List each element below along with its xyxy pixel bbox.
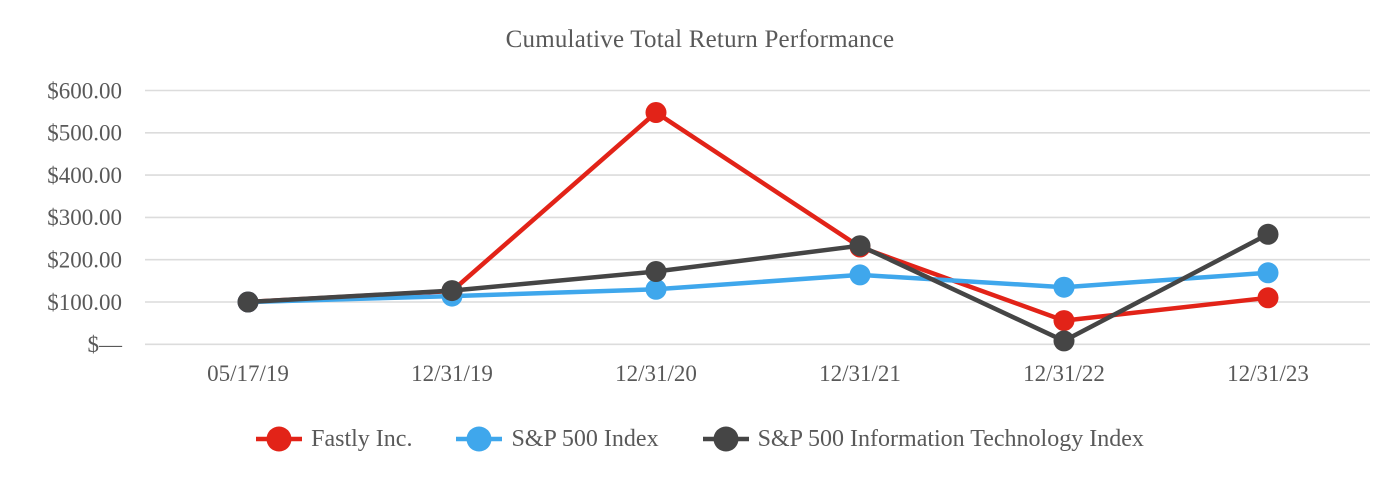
legend: Fastly Inc. S&P 500 Index S&P 500 Informat… (0, 424, 1400, 454)
data-point-s-p-500-information-technology-index (1053, 330, 1075, 352)
data-point-s-p-500-information-technology-index (441, 280, 463, 302)
legend-marker-icon (456, 426, 503, 452)
legend-label: S&P 500 Information Technology Index (757, 425, 1144, 452)
data-point-fastly-inc (1257, 287, 1279, 309)
y-tick-label: $300.00 (47, 205, 122, 230)
x-tick-label: 12/31/22 (1023, 361, 1105, 386)
legend-label: S&P 500 Index (511, 425, 659, 452)
legend-label: Fastly Inc. (311, 425, 413, 452)
x-tick-label: 12/31/23 (1227, 361, 1309, 386)
y-tick-label: $— (88, 332, 124, 357)
y-tick-label: $100.00 (47, 290, 122, 315)
data-point-s-p-500-index (1053, 276, 1075, 298)
series-line-fastly-inc (247, 110, 1269, 323)
data-point-s-p-500-index (645, 278, 667, 300)
data-point-s-p-500-information-technology-index (1257, 223, 1279, 245)
series-line-s-p-500-index (247, 270, 1269, 305)
legend-item-s-p-500-index: S&P 500 Index (456, 424, 659, 454)
legend-item-s-p-500-information-technology-index: S&P 500 Information Technology Index (702, 424, 1144, 454)
y-tick-label: $400.00 (47, 163, 122, 188)
data-point-s-p-500-information-technology-index (237, 291, 259, 313)
y-tick-label: $500.00 (47, 121, 122, 146)
data-point-s-p-500-information-technology-index (849, 235, 871, 257)
series-line-s-p-500-information-technology-index (247, 232, 1270, 344)
data-point-fastly-inc (1053, 310, 1075, 332)
x-tick-label: 12/31/19 (411, 361, 493, 386)
legend-marker-icon (702, 426, 749, 452)
y-tick-label: $200.00 (47, 248, 122, 273)
data-point-s-p-500-information-technology-index (645, 261, 667, 282)
y-tick-label: $600.00 (47, 78, 122, 103)
chart-title: Cumulative Total Return Performance (505, 26, 895, 53)
data-point-s-p-500-index (1257, 262, 1279, 284)
x-tick-label: 05/17/19 (207, 361, 289, 386)
x-tick-label: 12/31/21 (819, 361, 901, 386)
data-point-s-p-500-index (849, 264, 871, 286)
data-point-fastly-inc (645, 102, 667, 123)
x-tick-label: 12/31/20 (615, 361, 697, 386)
legend-marker-icon (256, 426, 303, 452)
legend-item-fastly-inc: Fastly Inc. (256, 424, 412, 454)
